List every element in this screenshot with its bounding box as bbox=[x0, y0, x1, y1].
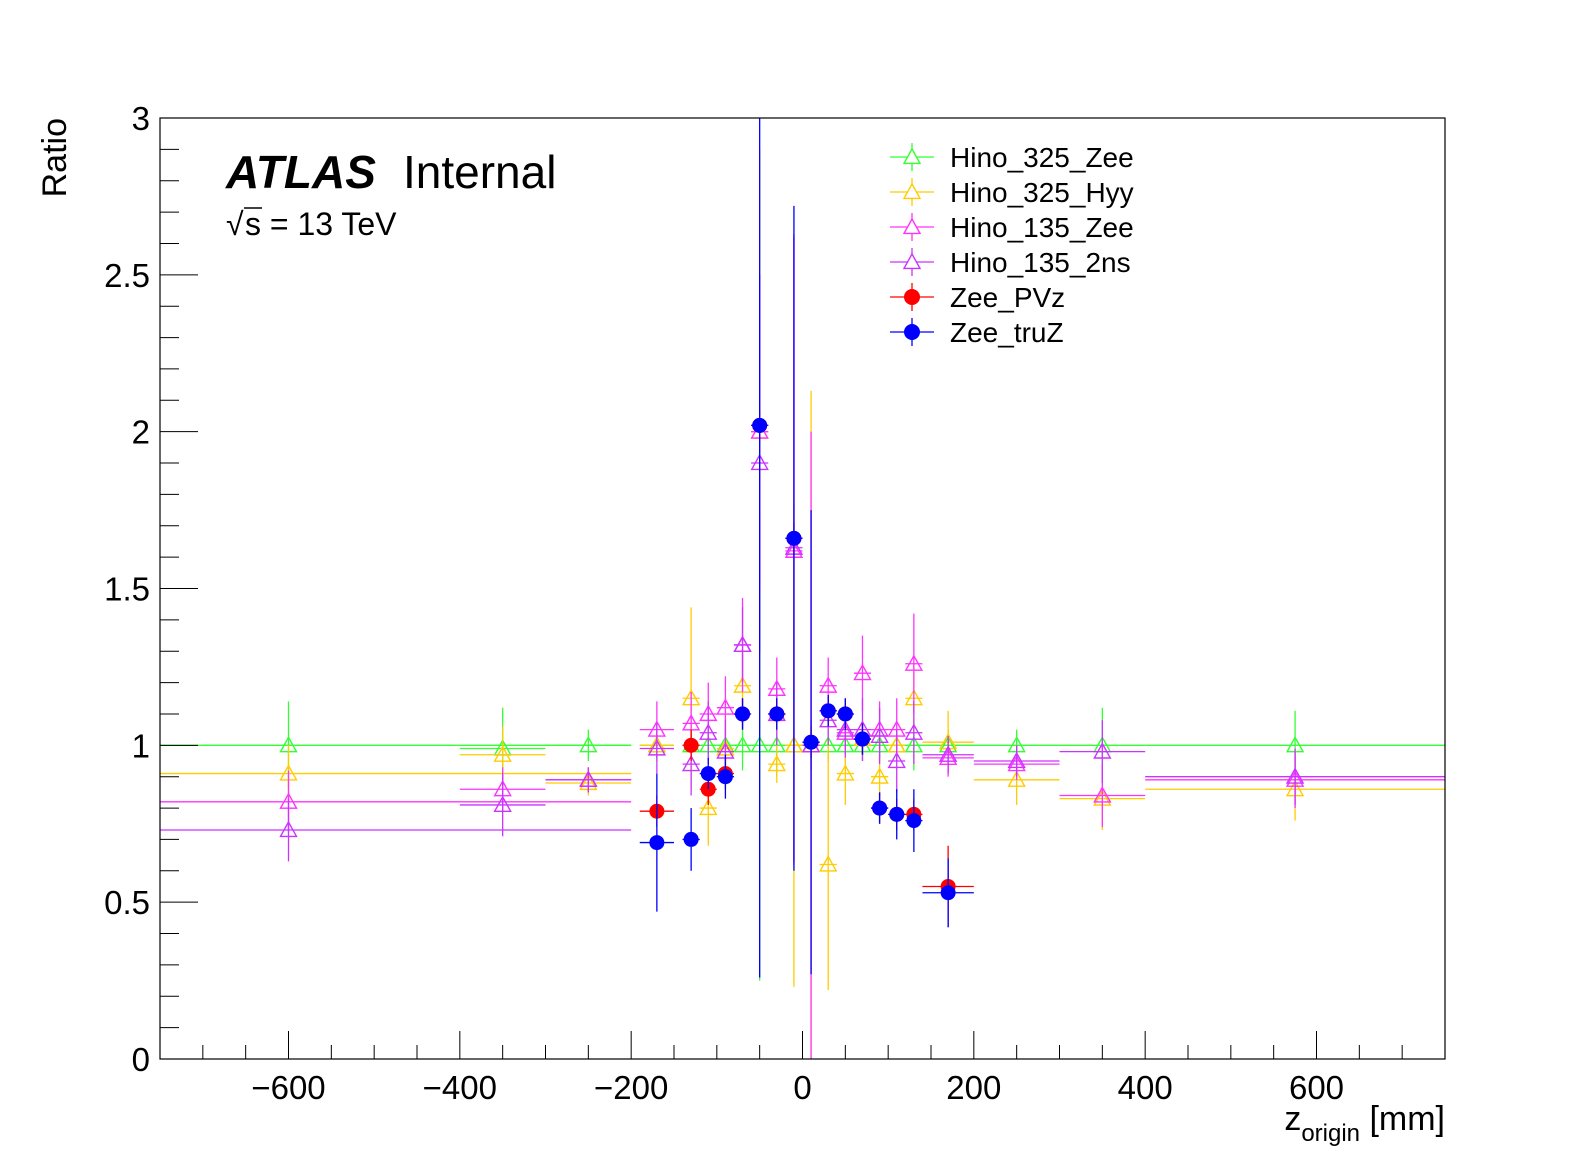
atlas-label: ATLAS bbox=[225, 146, 376, 198]
data-point bbox=[735, 706, 751, 722]
legend-marker bbox=[902, 182, 922, 200]
legend-marker bbox=[902, 217, 922, 235]
x-axis-title-subscript: origin bbox=[1301, 1120, 1360, 1147]
x-axis-title-main: z bbox=[1284, 1100, 1301, 1138]
legend-label: Hino_135_Zee bbox=[950, 212, 1134, 243]
data-point bbox=[769, 706, 785, 722]
legend-marker bbox=[902, 252, 922, 270]
data-point bbox=[1007, 770, 1026, 787]
legend-label: Hino_325_Zee bbox=[950, 142, 1134, 173]
internal-label: Internal bbox=[403, 146, 556, 198]
legend-item: Zee_truZ bbox=[890, 317, 1064, 348]
data-point bbox=[681, 754, 701, 772]
legend-item: Hino_135_2ns bbox=[890, 247, 1131, 278]
data-point bbox=[1093, 742, 1112, 759]
legend-item: Hino_135_Zee bbox=[890, 212, 1134, 243]
data-point bbox=[837, 706, 853, 722]
sqrt-sign: √ bbox=[226, 206, 244, 242]
legend-marker bbox=[904, 289, 920, 305]
data-point bbox=[649, 835, 665, 851]
legend-item: Hino_325_Hyy bbox=[890, 177, 1134, 208]
data-point bbox=[904, 723, 924, 740]
x-tick-label: 400 bbox=[1118, 1069, 1173, 1106]
data-point bbox=[854, 731, 870, 747]
data-point bbox=[836, 764, 855, 781]
data-point bbox=[699, 723, 718, 740]
data-point bbox=[767, 754, 786, 772]
data-point bbox=[938, 745, 958, 762]
legend-item: Zee_PVz bbox=[890, 282, 1065, 313]
x-tick-label: 200 bbox=[946, 1069, 1001, 1106]
data-marks bbox=[160, 118, 1445, 1059]
data-point bbox=[870, 726, 889, 744]
data-point bbox=[853, 663, 872, 681]
data-point bbox=[1093, 786, 1112, 803]
data-point bbox=[279, 820, 298, 838]
data-point bbox=[716, 698, 735, 715]
y-axis-title: Ratio bbox=[36, 118, 74, 197]
energy-label: s = 13 TeV bbox=[245, 206, 397, 242]
legend-marker bbox=[904, 324, 920, 340]
data-point bbox=[872, 800, 888, 816]
data-point bbox=[906, 813, 922, 829]
data-point bbox=[493, 795, 512, 813]
data-point bbox=[717, 769, 733, 785]
data-point bbox=[819, 855, 838, 872]
y-axis: 0 0.5 1 1.5 2 2.5 3 bbox=[104, 100, 198, 1078]
data-point bbox=[887, 751, 906, 769]
y-tick-label: 0.5 bbox=[104, 884, 150, 921]
y-tick-label: 0 bbox=[132, 1041, 150, 1078]
data-point bbox=[820, 703, 836, 719]
data-point bbox=[1007, 751, 1026, 769]
data-point bbox=[752, 417, 768, 433]
data-point bbox=[733, 635, 752, 653]
x-tick-label: −600 bbox=[251, 1069, 325, 1106]
legend-marker bbox=[902, 147, 922, 165]
data-point bbox=[647, 739, 667, 756]
legend-item: Hino_325_Zee bbox=[890, 142, 1134, 173]
y-tick-label: 1 bbox=[132, 727, 150, 764]
data-point bbox=[836, 720, 855, 737]
data-point bbox=[579, 770, 598, 787]
x-tick-label: 600 bbox=[1289, 1069, 1344, 1106]
data-point bbox=[904, 654, 924, 671]
data-point bbox=[803, 734, 819, 750]
series-Zee_truZ bbox=[639, 118, 974, 978]
y-tick-label: 2.5 bbox=[104, 257, 150, 294]
y-tick-label: 2 bbox=[132, 414, 150, 451]
data-point bbox=[733, 735, 752, 753]
data-point bbox=[819, 676, 838, 693]
x-tick-label: 0 bbox=[793, 1069, 811, 1106]
x-tick-label: −200 bbox=[594, 1069, 668, 1106]
data-point bbox=[493, 745, 512, 762]
data-point bbox=[700, 766, 716, 782]
legend-label: Zee_truZ bbox=[950, 317, 1064, 348]
data-point bbox=[699, 798, 718, 816]
data-point bbox=[683, 831, 699, 847]
data-point bbox=[579, 735, 598, 753]
legend: Hino_325_Zee Hino_325_Hyy Hino_135_Zee Hino… bbox=[890, 142, 1134, 348]
data-point bbox=[786, 530, 802, 546]
legend-label: Zee_PVz bbox=[950, 282, 1065, 313]
legend-label: Hino_325_Hyy bbox=[950, 177, 1134, 208]
x-axis-title-unit: [mm] bbox=[1360, 1100, 1445, 1138]
data-point bbox=[870, 767, 889, 784]
data-point bbox=[1285, 767, 1305, 784]
data-point bbox=[940, 885, 956, 901]
x-axis-title: zorigin [mm] bbox=[1284, 1100, 1445, 1147]
y-tick-label: 3 bbox=[132, 100, 150, 137]
x-tick-label: −400 bbox=[423, 1069, 497, 1106]
x-axis: −600 −400 −200 0 200 400 600 bbox=[202, 1031, 1403, 1106]
data-point bbox=[819, 710, 838, 728]
y-tick-label: 1.5 bbox=[104, 571, 150, 608]
legend-label: Hino_135_2ns bbox=[950, 247, 1131, 278]
data-point bbox=[889, 806, 905, 822]
data-point bbox=[733, 676, 752, 693]
data-point bbox=[683, 737, 699, 753]
